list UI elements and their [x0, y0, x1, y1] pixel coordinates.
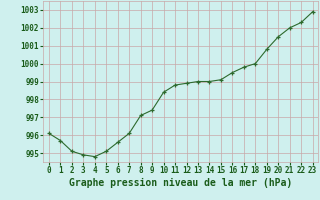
X-axis label: Graphe pression niveau de la mer (hPa): Graphe pression niveau de la mer (hPa): [69, 178, 292, 188]
